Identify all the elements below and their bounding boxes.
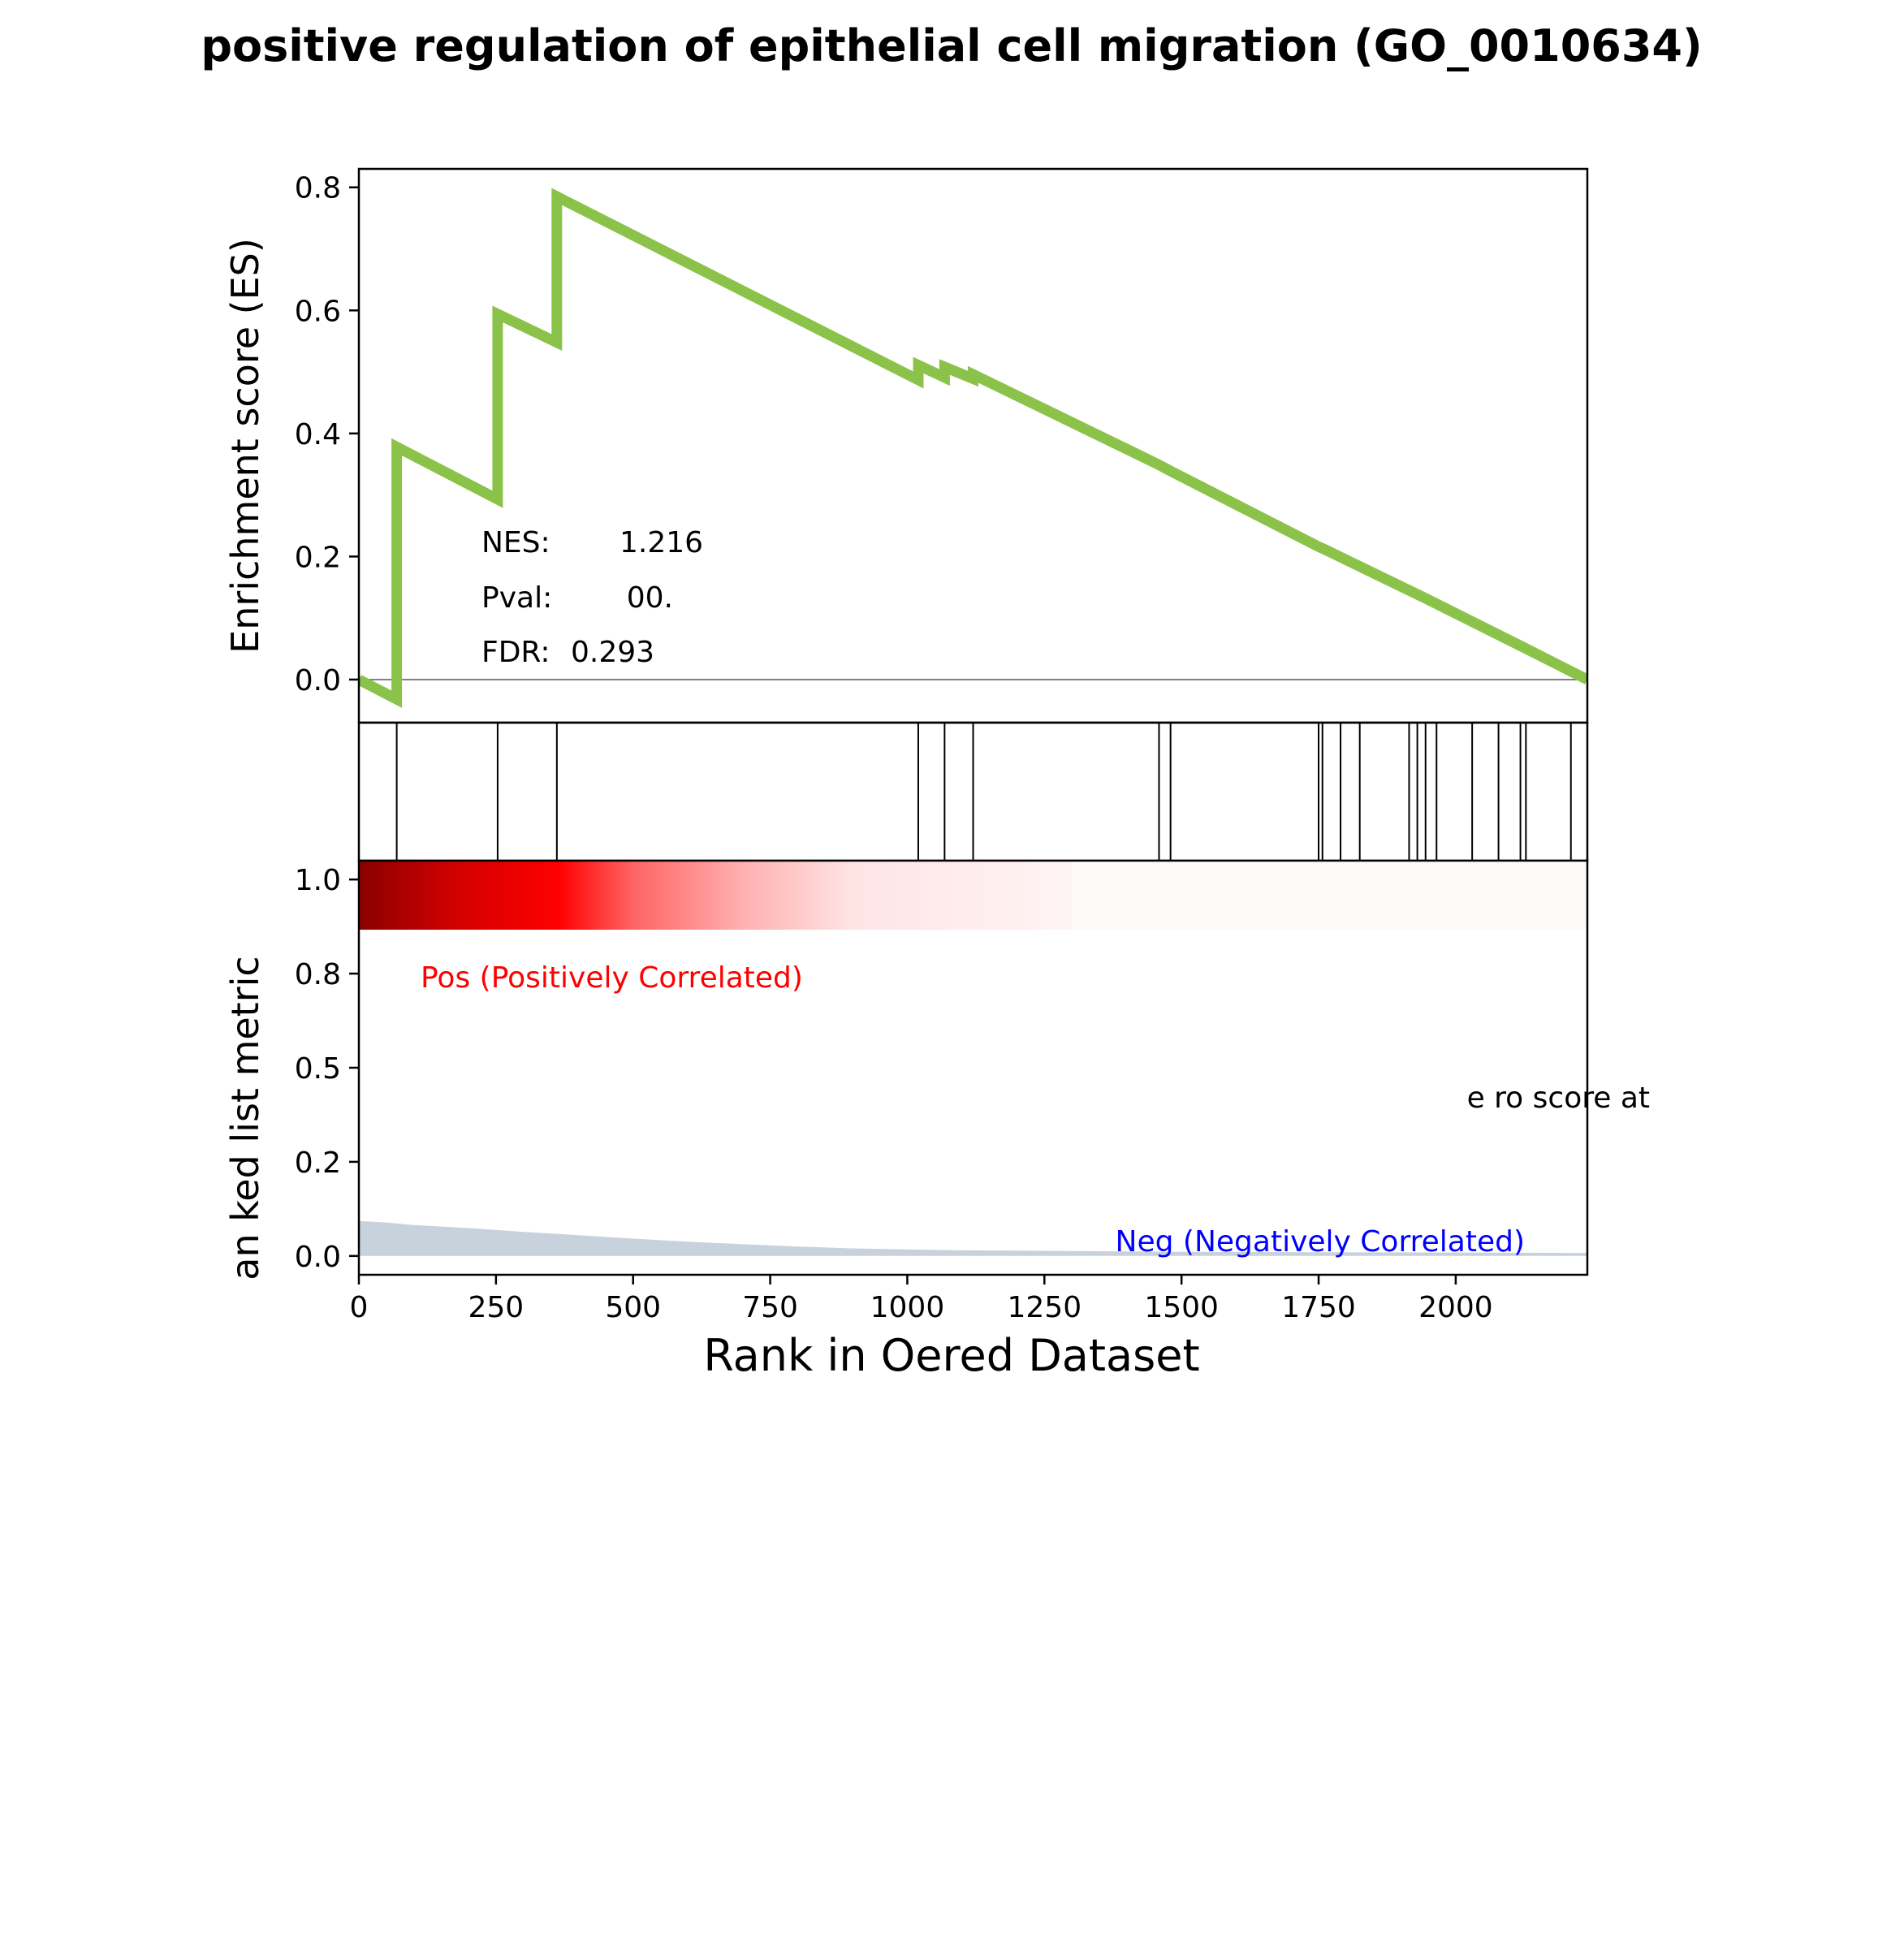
x-tick-label: 1000 [870,1291,945,1324]
metric-y-tick-label: 0.0 [295,1241,341,1274]
metric-panel: 0.0 0.2 0.5 0.8 1.0 Pos (Positively Correlat… [223,859,1650,1280]
es-y-tick-label: 0.4 [295,418,341,451]
metric-y-tick-label: 0.8 [295,958,341,991]
x-tick-label: 0 [350,1291,369,1324]
x-tick-label: 1500 [1144,1291,1219,1324]
zero-cross-label: e ro score at [1467,1082,1650,1115]
es-stat-label: FDR: [481,636,550,669]
chart-title: positive regulation of epithelial cell m… [201,20,1702,71]
x-axis: 0 250 500 750 1000 1250 1500 1750 2000 [350,1275,1493,1324]
x-tick-label: 500 [605,1291,661,1324]
metric-y-tick-label: 0.2 [295,1146,341,1180]
pos-correlated-label: Pos (Positively Correlated) [421,961,803,995]
es-stats: NES: 1.216 Pval: 00. FDR: 0.293 [481,526,703,669]
es-stat-label: NES: [481,526,550,559]
es-y-axis: 0.0 0.2 0.4 0.6 0.8 [295,172,359,697]
neg-correlated-label: Neg (Negatively Correlated) [1116,1225,1525,1259]
es-curve [359,188,1587,708]
es-y-tick-label: 0.8 [295,172,341,205]
x-tick-label: 2000 [1418,1291,1493,1324]
es-y-tick-label: 0.2 [295,541,341,574]
es-panel: 0.0 0.2 0.4 0.6 0.8 NES: 1.216 Pval: 00. FDR: 0.2… [223,167,1589,724]
es-y-axis-label: Enrichment score (ES) [223,238,267,654]
es-stat-value: 00. [627,581,673,615]
x-tick-label: 750 [742,1291,798,1324]
metric-panel-frame [357,859,1589,1276]
es-y-tick-label: 0.6 [295,295,341,328]
es-y-tick-label: 0.0 [295,664,341,697]
x-tick-label: 250 [468,1291,525,1324]
metric-y-tick-label: 1.0 [295,864,341,897]
es-stat-value: 1.216 [620,526,703,559]
metric-y-axis-label: an ked list metric [223,956,267,1280]
x-axis-label: Rank in Oered Dataset [703,1330,1199,1381]
rank-heatmap [359,861,1587,930]
metric-y-tick-label: 0.5 [295,1052,341,1086]
x-tick-label: 1250 [1007,1291,1082,1324]
es-stat-value: 0.293 [571,636,654,669]
x-tick-label: 1750 [1281,1291,1356,1324]
hits-panel [357,721,1589,862]
metric-y-axis: 0.0 0.2 0.5 0.8 1.0 [295,864,359,1274]
hit-lines [395,723,1588,861]
es-stat-label: Pval: [481,581,552,615]
ranked-metric-area [359,1220,1587,1256]
